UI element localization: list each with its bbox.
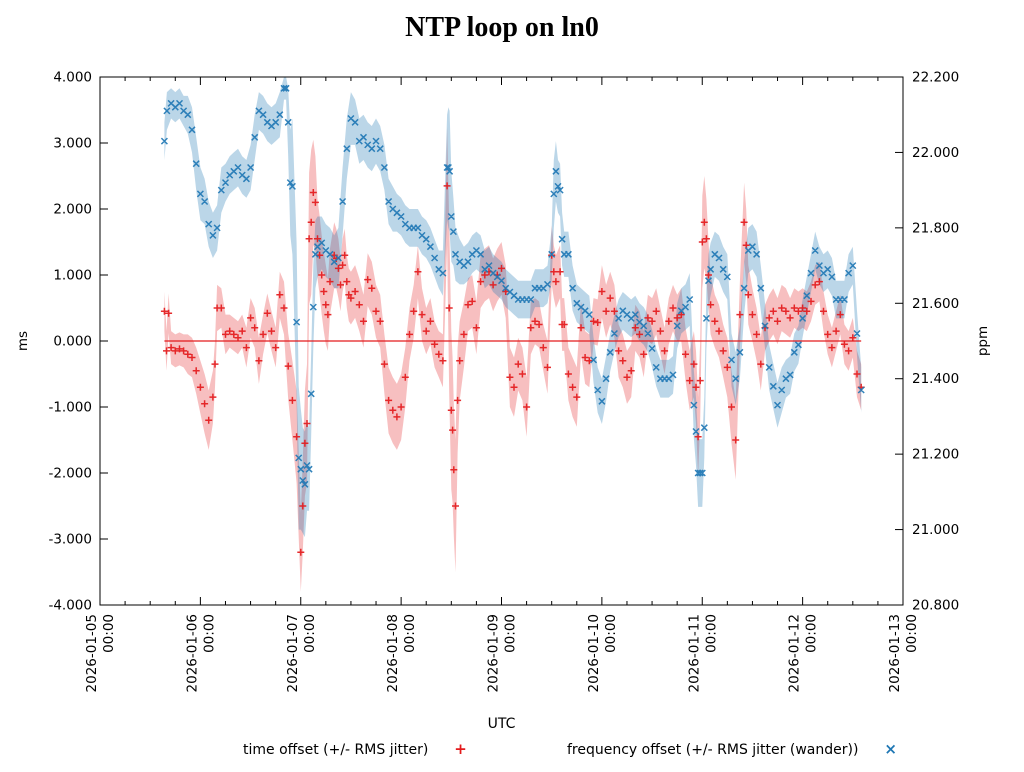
svg-text:00:00: 00:00: [603, 614, 619, 653]
legend-label-frequency-offset: frequency offset (+/- RMS jitter (wander…: [567, 742, 859, 758]
svg-text:00:00: 00:00: [201, 614, 217, 653]
svg-text:21.800: 21.800: [912, 220, 959, 236]
svg-text:-2.000: -2.000: [48, 466, 92, 482]
svg-text:00:00: 00:00: [402, 614, 418, 653]
x-axis-label: UTC: [487, 716, 516, 732]
svg-text:2026-01-07: 2026-01-07: [285, 614, 301, 692]
chart-title: NTP loop on ln0: [405, 12, 599, 43]
svg-text:00:00: 00:00: [703, 614, 719, 653]
svg-text:2026-01-11: 2026-01-11: [686, 614, 702, 692]
y2-axis-label: ppm: [975, 326, 991, 356]
svg-text:20.800: 20.800: [912, 598, 959, 614]
svg-text:21.200: 21.200: [912, 447, 959, 463]
svg-text:22.200: 22.200: [912, 70, 959, 86]
svg-text:21.000: 21.000: [912, 522, 959, 538]
svg-text:2026-01-12: 2026-01-12: [787, 614, 803, 692]
svg-text:2026-01-06: 2026-01-06: [184, 614, 200, 692]
svg-text:2.000: 2.000: [53, 202, 92, 218]
svg-text:2026-01-09: 2026-01-09: [486, 614, 502, 692]
svg-text:00:00: 00:00: [503, 614, 519, 653]
y-axis-label: ms: [15, 331, 31, 351]
svg-text:2026-01-08: 2026-01-08: [385, 614, 401, 692]
svg-text:00:00: 00:00: [302, 614, 318, 653]
svg-text:0.000: 0.000: [53, 334, 92, 350]
svg-text:21.400: 21.400: [912, 371, 959, 387]
legend-entry-time-offset: time offset (+/- RMS jitter) +: [243, 740, 467, 758]
legend-label-time-offset: time offset (+/- RMS jitter): [243, 742, 429, 758]
svg-text:21.600: 21.600: [912, 296, 959, 312]
svg-text:-4.000: -4.000: [48, 598, 92, 614]
legend-entry-frequency-offset: frequency offset (+/- RMS jitter (wander…: [567, 740, 897, 758]
svg-text:-3.000: -3.000: [48, 532, 92, 548]
svg-text:3.000: 3.000: [53, 136, 92, 152]
svg-text:2026-01-10: 2026-01-10: [586, 614, 602, 692]
svg-text:22.000: 22.000: [912, 145, 959, 161]
svg-text:1.000: 1.000: [53, 268, 92, 284]
plus-marker-icon: +: [454, 740, 467, 758]
svg-text:2026-01-13: 2026-01-13: [887, 614, 903, 692]
svg-text:00:00: 00:00: [101, 614, 117, 653]
svg-text:2026-01-05: 2026-01-05: [84, 614, 100, 692]
svg-text:00:00: 00:00: [804, 614, 820, 653]
svg-text:4.000: 4.000: [53, 70, 92, 86]
cross-marker-icon: ×: [884, 740, 897, 758]
svg-text:00:00: 00:00: [904, 614, 920, 653]
svg-text:-1.000: -1.000: [48, 400, 92, 416]
